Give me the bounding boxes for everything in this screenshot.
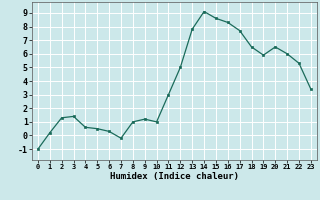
X-axis label: Humidex (Indice chaleur): Humidex (Indice chaleur) xyxy=(110,172,239,181)
